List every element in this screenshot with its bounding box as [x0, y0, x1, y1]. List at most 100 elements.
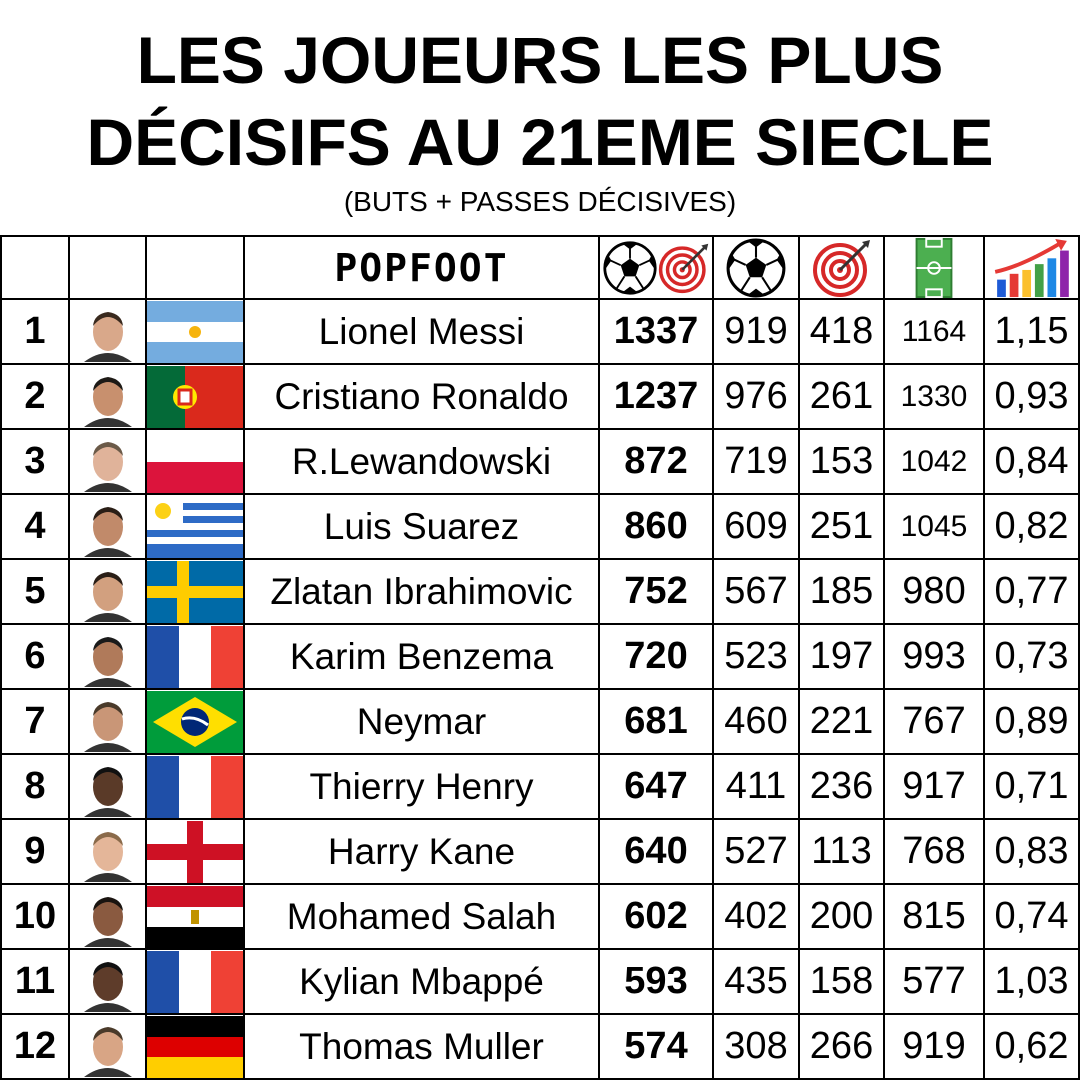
rank-cell: 5 — [0, 560, 70, 625]
rank-cell: 10 — [0, 885, 70, 950]
assists-cell: 418 — [800, 300, 885, 365]
name-cell: Kylian Mbappé — [245, 950, 600, 1015]
rank-cell: 7 — [0, 690, 70, 755]
photo-cell — [70, 430, 147, 495]
matches-cell: 815 — [885, 885, 985, 950]
ratio-cell: 1,03 — [985, 950, 1080, 1015]
name-cell: Zlatan Ibrahimovic — [245, 560, 600, 625]
header-cell — [0, 235, 70, 300]
goals-cell: 308 — [714, 1015, 800, 1080]
subtitle: (BUTS + PASSES DÉCISIVES) — [343, 186, 737, 217]
flag-cell — [147, 885, 245, 950]
matches-cell: 1330 — [885, 365, 985, 430]
name-cell: Luis Suarez — [245, 495, 600, 560]
goals-cell: 719 — [714, 430, 800, 495]
flag-cell — [147, 560, 245, 625]
player-photo — [83, 961, 132, 1012]
ratio-cell: 0,74 — [985, 885, 1080, 950]
rank-cell: 4 — [0, 495, 70, 560]
goals-cell: 523 — [714, 625, 800, 690]
ratio-cell: 0,89 — [985, 690, 1080, 755]
photo-cell — [70, 625, 147, 690]
matches-cell: 768 — [885, 820, 985, 885]
goals-cell: 919 — [714, 300, 800, 365]
total-cell: 640 — [600, 820, 714, 885]
assists-cell: 197 — [800, 625, 885, 690]
goals-cell: 527 — [714, 820, 800, 885]
ratio-cell: 0,73 — [985, 625, 1080, 690]
header-cell: POPFOOT — [245, 235, 600, 300]
name-cell: R.Lewandowski — [245, 430, 600, 495]
header-cell — [147, 235, 245, 300]
goals-cell: 411 — [714, 755, 800, 820]
flag-cell — [147, 365, 245, 430]
player-photo — [83, 636, 132, 687]
ratio-cell: 0,71 — [985, 755, 1080, 820]
header-cell — [714, 235, 800, 300]
matches-cell: 577 — [885, 950, 985, 1015]
flag-cell — [147, 300, 245, 365]
matches-cell: 919 — [885, 1015, 985, 1080]
photo-cell — [70, 300, 147, 365]
matches-cell: 767 — [885, 690, 985, 755]
rank-cell: 8 — [0, 755, 70, 820]
player-photo — [83, 701, 132, 752]
total-cell: 860 — [600, 495, 714, 560]
assists-cell: 251 — [800, 495, 885, 560]
total-cell: 720 — [600, 625, 714, 690]
total-cell: 872 — [600, 430, 714, 495]
player-photo — [83, 831, 132, 882]
player-photo — [83, 571, 132, 622]
photo-cell — [70, 495, 147, 560]
assists-cell: 221 — [800, 690, 885, 755]
player-photo — [83, 506, 132, 557]
ratio-cell: 1,15 — [985, 300, 1080, 365]
total-cell: 681 — [600, 690, 714, 755]
goals-cell: 435 — [714, 950, 800, 1015]
goals-cell: 567 — [714, 560, 800, 625]
icon — [602, 240, 658, 296]
rank-cell: 6 — [0, 625, 70, 690]
matches-cell: 980 — [885, 560, 985, 625]
header-cell — [70, 235, 147, 300]
goals-cell: 609 — [714, 495, 800, 560]
photo-cell — [70, 950, 147, 1015]
player-photo — [83, 1026, 132, 1077]
title-line: DÉCISIFS AU 21EME SIECLE — [86, 105, 994, 179]
photo-cell — [70, 560, 147, 625]
icon — [658, 242, 710, 294]
ratio-cell: 0,82 — [985, 495, 1080, 560]
logo: POPFOOT — [334, 245, 509, 290]
photo-cell — [70, 365, 147, 430]
rank-cell: 11 — [0, 950, 70, 1015]
photo-cell — [70, 1015, 147, 1080]
rank-cell: 12 — [0, 1015, 70, 1080]
assists-cell: 236 — [800, 755, 885, 820]
ratio-cell: 0,93 — [985, 365, 1080, 430]
name-cell: Mohamed Salah — [245, 885, 600, 950]
matches-cell: 1042 — [885, 430, 985, 495]
flag-cell — [147, 820, 245, 885]
name-cell: Thomas Muller — [245, 1015, 600, 1080]
name-cell: Thierry Henry — [245, 755, 600, 820]
goals-cell: 402 — [714, 885, 800, 950]
flag-cell — [147, 495, 245, 560]
rank-cell: 3 — [0, 430, 70, 495]
header-cell — [985, 235, 1080, 300]
icon — [812, 238, 872, 298]
flag-cell — [147, 625, 245, 690]
photo-cell — [70, 690, 147, 755]
ratio-cell: 0,84 — [985, 430, 1080, 495]
player-photo — [83, 441, 132, 492]
icon — [725, 237, 787, 299]
name-cell: Neymar — [245, 690, 600, 755]
flag-cell — [147, 950, 245, 1015]
goals-cell: 460 — [714, 690, 800, 755]
total-cell: 1337 — [600, 300, 714, 365]
header-cell — [800, 235, 885, 300]
total-cell: 602 — [600, 885, 714, 950]
photo-cell — [70, 820, 147, 885]
name-cell: Karim Benzema — [245, 625, 600, 690]
assists-cell: 200 — [800, 885, 885, 950]
